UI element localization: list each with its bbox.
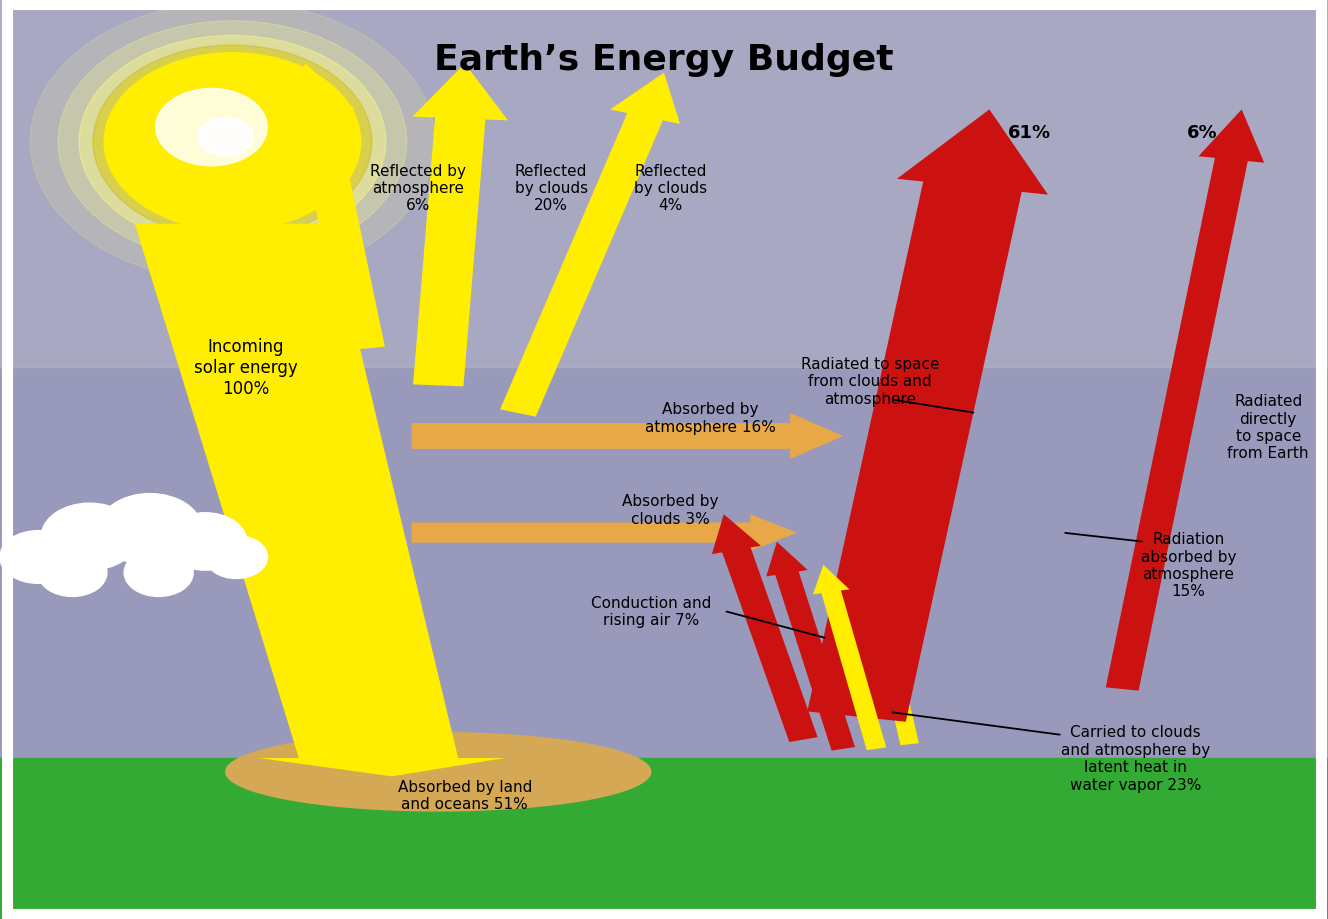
Circle shape <box>98 494 202 566</box>
Circle shape <box>104 53 361 232</box>
Text: Reflected by
atmosphere
6%: Reflected by atmosphere 6% <box>371 164 466 213</box>
Polygon shape <box>859 574 919 745</box>
Text: Carried to clouds
and atmosphere by
latent heat in
water vapor 23%: Carried to clouds and atmosphere by late… <box>1061 724 1210 792</box>
Polygon shape <box>813 565 886 750</box>
Bar <box>0 758 1328 919</box>
Text: Radiated to space
from clouds and
atmosphere: Radiated to space from clouds and atmosp… <box>801 357 939 406</box>
Text: Conduction and
rising air 7%: Conduction and rising air 7% <box>591 595 710 628</box>
Circle shape <box>163 513 247 571</box>
Polygon shape <box>276 64 385 351</box>
Polygon shape <box>501 74 680 417</box>
Circle shape <box>155 89 267 166</box>
Text: Radiation
absorbed by
atmosphere
15%: Radiation absorbed by atmosphere 15% <box>1141 531 1236 599</box>
Bar <box>0 0 1328 758</box>
Circle shape <box>206 536 267 579</box>
Circle shape <box>41 504 138 571</box>
Bar <box>0 0 1328 368</box>
Text: Reflected
by clouds
20%: Reflected by clouds 20% <box>514 164 588 213</box>
Text: Absorbed by land
and oceans 51%: Absorbed by land and oceans 51% <box>397 778 533 811</box>
Polygon shape <box>413 64 509 387</box>
Text: Absorbed by
atmosphere 16%: Absorbed by atmosphere 16% <box>645 402 776 435</box>
Text: 6%: 6% <box>1186 124 1218 142</box>
Text: 61%: 61% <box>1008 124 1050 142</box>
Circle shape <box>198 119 254 157</box>
Text: Radiated
directly
to space
from Earth: Radiated directly to space from Earth <box>1227 393 1309 461</box>
Circle shape <box>0 531 76 584</box>
Circle shape <box>93 46 372 239</box>
Ellipse shape <box>226 733 651 811</box>
Polygon shape <box>766 542 855 751</box>
Polygon shape <box>807 110 1048 722</box>
Circle shape <box>58 22 406 263</box>
Polygon shape <box>412 414 843 460</box>
Circle shape <box>93 46 372 239</box>
Polygon shape <box>712 515 818 743</box>
Text: Incoming
solar energy
100%: Incoming solar energy 100% <box>194 338 297 397</box>
Polygon shape <box>412 515 797 551</box>
Text: Reflected
by clouds
4%: Reflected by clouds 4% <box>633 164 708 213</box>
Circle shape <box>78 37 385 249</box>
Text: Earth’s Energy Budget: Earth’s Energy Budget <box>434 43 894 76</box>
Text: Absorbed by
clouds 3%: Absorbed by clouds 3% <box>623 494 718 527</box>
Circle shape <box>37 549 106 596</box>
Polygon shape <box>1106 110 1264 691</box>
Polygon shape <box>134 224 505 777</box>
Circle shape <box>31 3 434 282</box>
Circle shape <box>125 549 194 596</box>
